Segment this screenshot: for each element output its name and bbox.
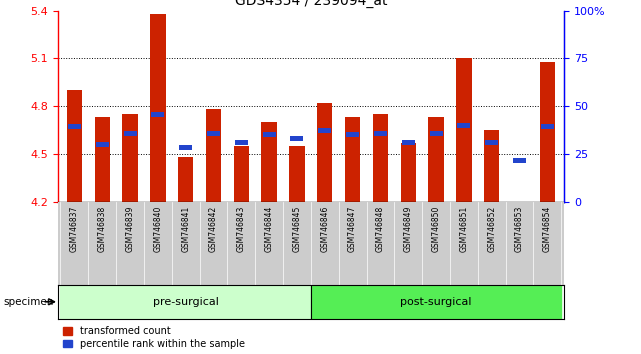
Text: GSM746838: GSM746838: [97, 206, 106, 252]
Text: GSM746851: GSM746851: [460, 206, 469, 252]
Legend: transformed count, percentile rank within the sample: transformed count, percentile rank withi…: [63, 326, 245, 349]
Bar: [67, 90, 82, 202]
Bar: [150, 14, 165, 202]
Bar: [311, 285, 562, 319]
Bar: [179, 145, 192, 150]
Bar: [428, 117, 444, 202]
Bar: [345, 117, 360, 202]
Text: GSM746837: GSM746837: [70, 206, 79, 252]
Text: GSM746840: GSM746840: [153, 206, 162, 252]
Bar: [207, 131, 220, 136]
Bar: [485, 140, 498, 145]
Bar: [429, 131, 442, 136]
Bar: [122, 114, 138, 202]
Text: GSM746853: GSM746853: [515, 206, 524, 252]
Bar: [68, 124, 81, 130]
Text: GSM746839: GSM746839: [126, 206, 135, 252]
Bar: [373, 114, 388, 202]
Bar: [346, 132, 359, 137]
Bar: [402, 140, 415, 145]
Text: pre-surgical: pre-surgical: [153, 297, 219, 307]
Bar: [458, 123, 470, 128]
Text: specimen: specimen: [3, 297, 54, 307]
Bar: [290, 136, 303, 141]
Text: post-surgical: post-surgical: [401, 297, 472, 307]
Text: GSM746849: GSM746849: [404, 206, 413, 252]
Text: GSM746852: GSM746852: [487, 206, 496, 252]
Bar: [456, 58, 472, 202]
Text: GSM746842: GSM746842: [209, 206, 218, 252]
Bar: [484, 130, 499, 202]
Text: GSM746847: GSM746847: [348, 206, 357, 252]
Bar: [289, 146, 304, 202]
Text: GSM746845: GSM746845: [292, 206, 301, 252]
Text: GSM746848: GSM746848: [376, 206, 385, 252]
Bar: [234, 146, 249, 202]
Bar: [235, 140, 248, 145]
Bar: [319, 127, 331, 133]
Text: GSM746850: GSM746850: [431, 206, 440, 252]
Bar: [262, 122, 277, 202]
Bar: [178, 157, 194, 202]
Bar: [96, 142, 109, 147]
Text: GSM746854: GSM746854: [543, 206, 552, 252]
Bar: [540, 62, 555, 202]
Bar: [60, 285, 311, 319]
Bar: [374, 131, 387, 136]
Title: GDS4354 / 239094_at: GDS4354 / 239094_at: [235, 0, 387, 8]
Text: GSM746843: GSM746843: [237, 206, 246, 252]
Bar: [206, 109, 221, 202]
Bar: [317, 103, 333, 202]
Bar: [541, 124, 554, 130]
Bar: [95, 117, 110, 202]
Bar: [513, 158, 526, 163]
Bar: [151, 112, 164, 117]
Bar: [401, 143, 416, 202]
Text: GSM746841: GSM746841: [181, 206, 190, 252]
Bar: [124, 131, 137, 136]
Text: GSM746846: GSM746846: [320, 206, 329, 252]
Text: GSM746844: GSM746844: [265, 206, 274, 252]
Bar: [263, 132, 276, 137]
